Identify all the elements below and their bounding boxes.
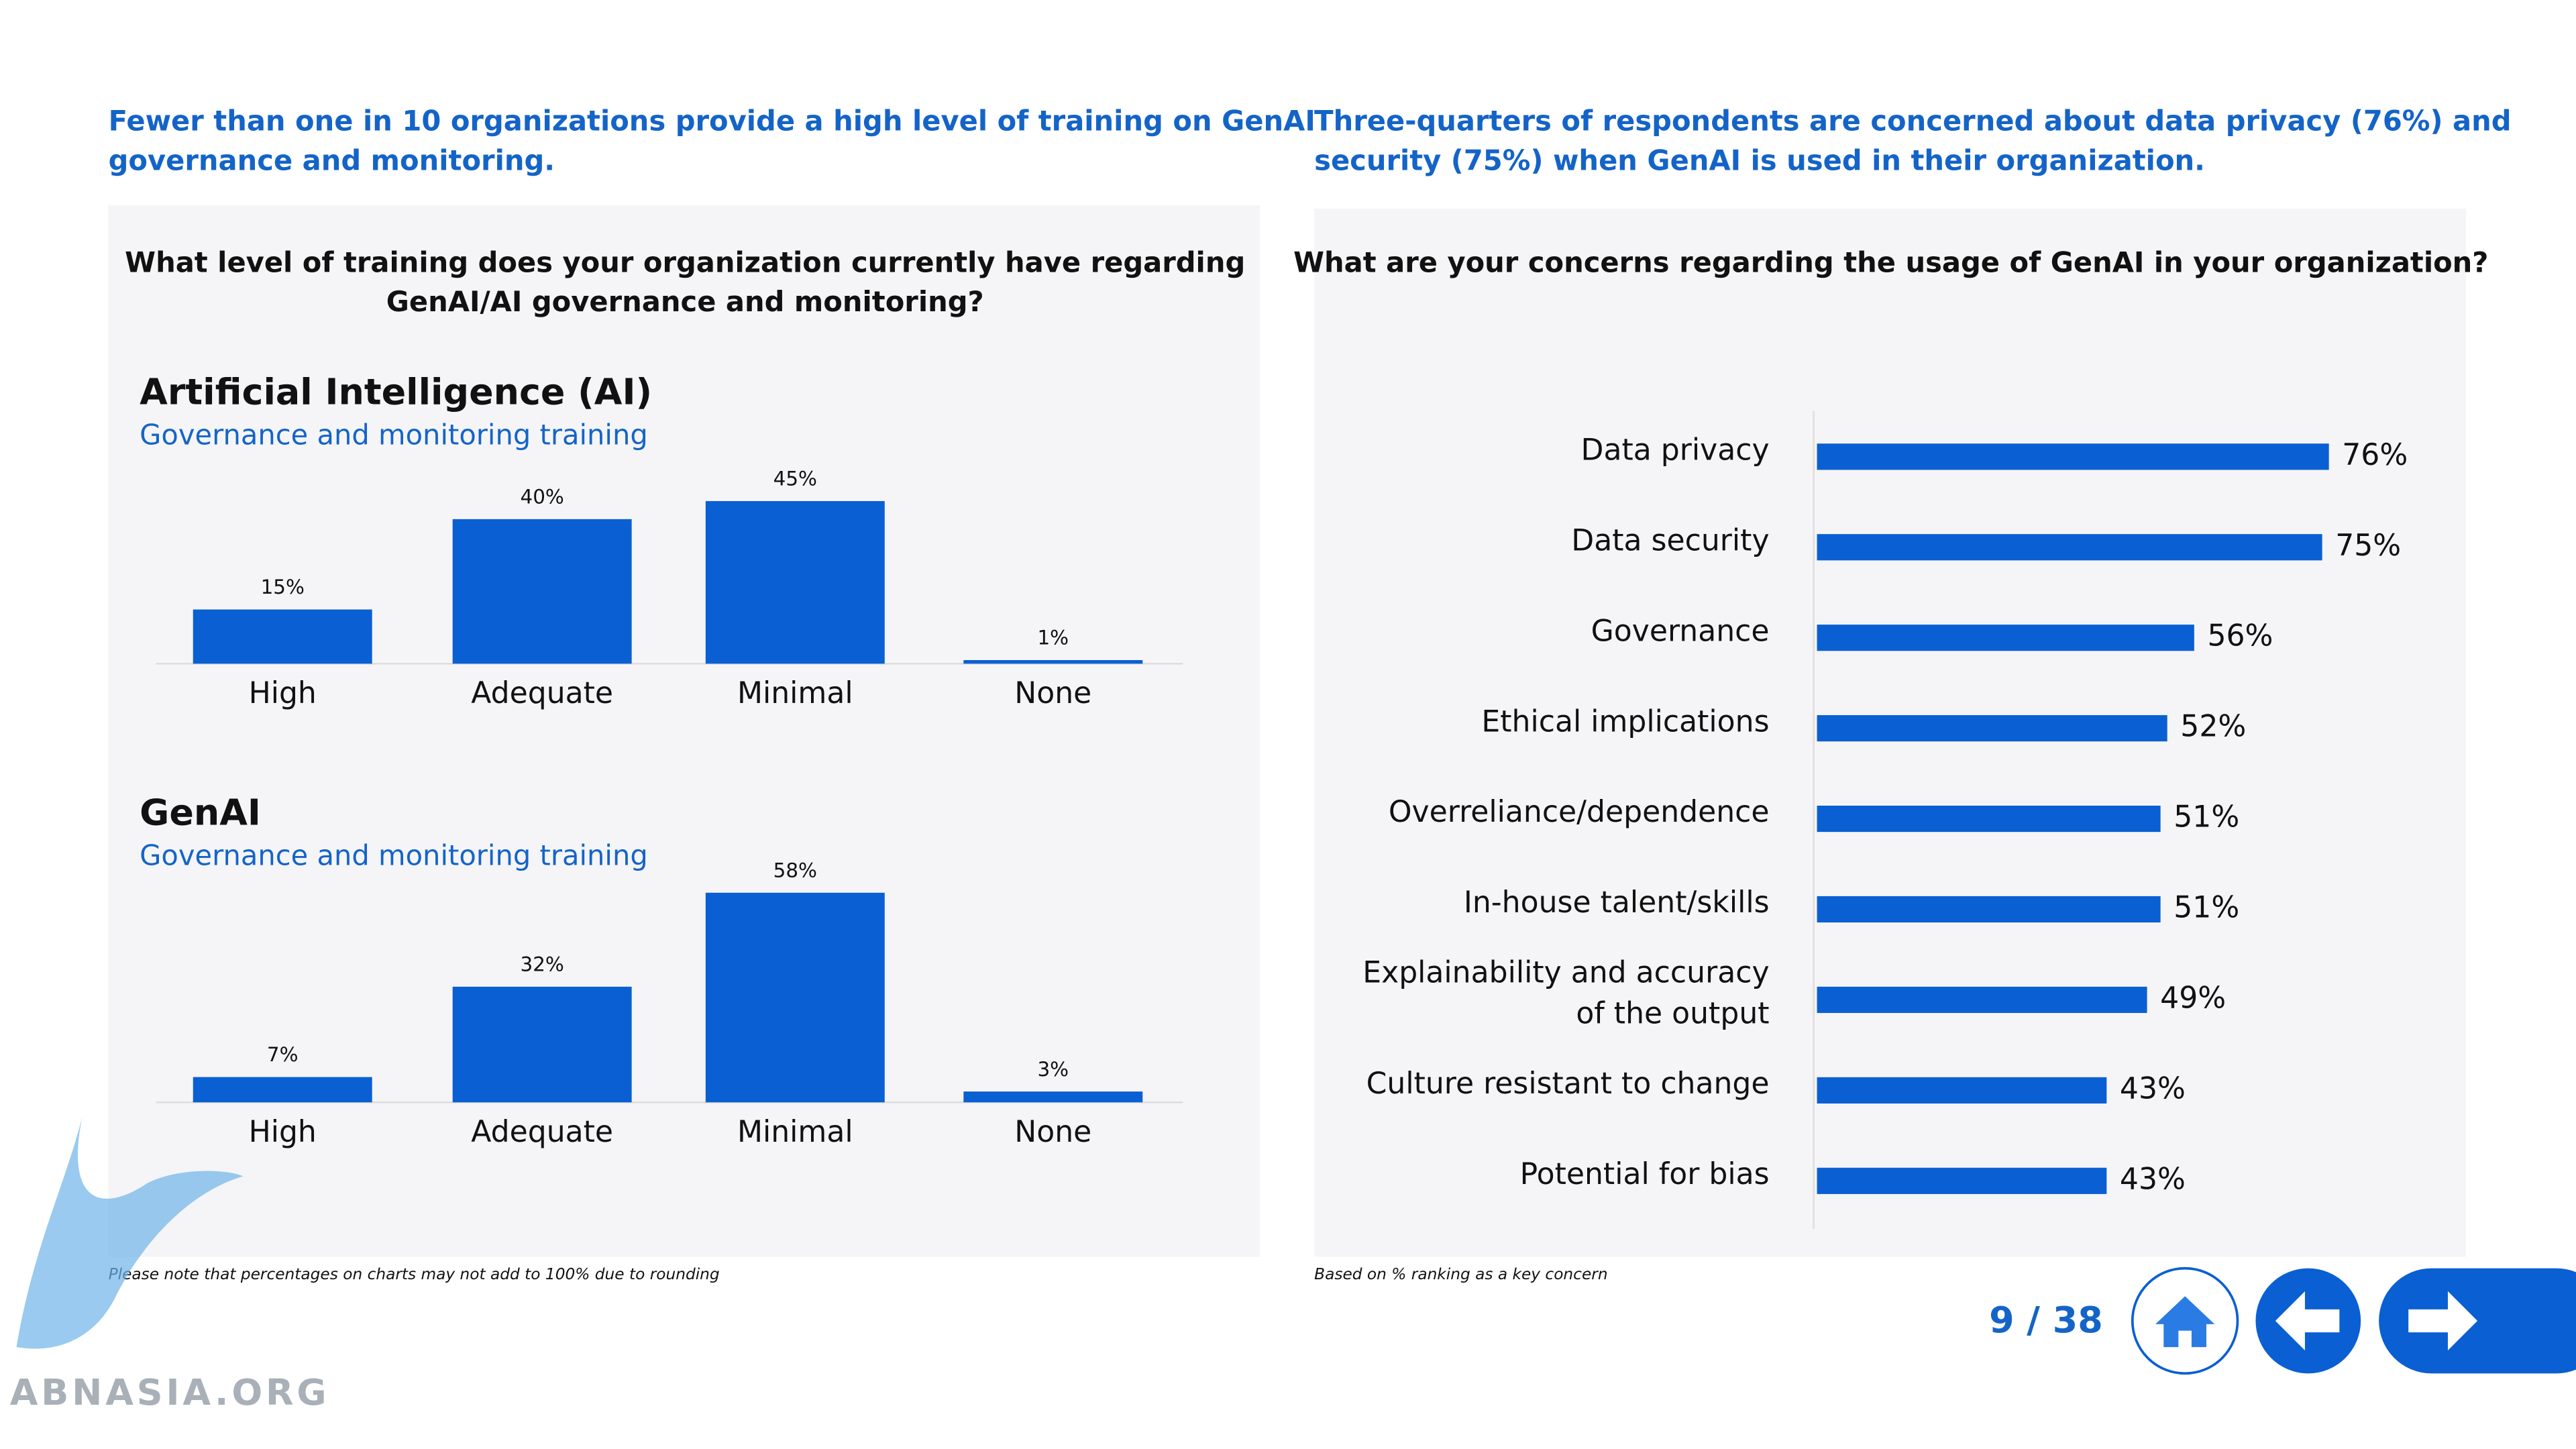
page-number: 9 / 38 bbox=[1989, 1299, 2103, 1341]
category-label: None bbox=[1014, 1115, 1091, 1149]
watermark: ABNASIA.ORG bbox=[10, 1371, 330, 1413]
category-label: Governance bbox=[1591, 614, 1770, 648]
value-label: 7% bbox=[267, 1043, 299, 1066]
watermark-logo bbox=[16, 1117, 244, 1349]
value-label: 15% bbox=[261, 576, 305, 598]
value-label: 32% bbox=[521, 953, 564, 976]
bar bbox=[963, 1091, 1143, 1103]
category-label: Adequate bbox=[471, 1115, 613, 1149]
bar bbox=[705, 892, 885, 1103]
left-headline: Fewer than one in 10 organizations provi… bbox=[109, 105, 1316, 177]
bar bbox=[705, 500, 885, 664]
value-label: 3% bbox=[1037, 1058, 1069, 1081]
value-label: 43% bbox=[2120, 1162, 2186, 1196]
category-label: In-house talent/skills bbox=[1464, 885, 1770, 920]
chart-title: GenAI bbox=[140, 791, 261, 833]
value-label: 52% bbox=[2180, 710, 2246, 744]
category-label: Ethical implications bbox=[1481, 704, 1769, 739]
category-label: Explainability and accuracy of the output bbox=[1362, 955, 1769, 1030]
value-label: 1% bbox=[1037, 627, 1069, 649]
value-label: 43% bbox=[2120, 1071, 2186, 1106]
bar bbox=[1817, 986, 2147, 1014]
category-label: Data privacy bbox=[1581, 433, 1770, 467]
left-note: Please note that percentages on charts m… bbox=[109, 1265, 720, 1283]
value-label: 51% bbox=[2174, 891, 2239, 925]
bar bbox=[1817, 1077, 2107, 1104]
bar bbox=[193, 609, 372, 664]
value-label: 56% bbox=[2207, 619, 2273, 653]
category-label: Potential for bias bbox=[1520, 1157, 1770, 1191]
value-label: 45% bbox=[773, 468, 817, 490]
category-label: Overreliance/dependence bbox=[1389, 795, 1770, 829]
right-headline: Three-quarters of respondents are concer… bbox=[1314, 105, 2511, 177]
bar bbox=[1817, 715, 2167, 742]
value-label: 40% bbox=[521, 486, 564, 508]
back-button[interactable] bbox=[2255, 1268, 2361, 1374]
value-label: 75% bbox=[2335, 529, 2401, 563]
bar bbox=[1817, 805, 2161, 833]
category-label: High bbox=[249, 676, 317, 710]
chart-subtitle: Governance and monitoring training bbox=[140, 839, 648, 871]
bar bbox=[1817, 443, 2329, 470]
category-label: Culture resistant to change bbox=[1366, 1067, 1770, 1101]
home-button[interactable] bbox=[2131, 1267, 2239, 1375]
value-label: 76% bbox=[2342, 438, 2408, 472]
category-label: High bbox=[249, 1115, 317, 1149]
right-note: Based on % ranking as a key concern bbox=[1314, 1265, 1607, 1283]
bar bbox=[193, 1077, 372, 1103]
value-label: 51% bbox=[2174, 800, 2239, 835]
value-label: 58% bbox=[773, 859, 817, 881]
category-label: Minimal bbox=[737, 676, 853, 710]
bar bbox=[452, 986, 632, 1103]
category-label: None bbox=[1014, 676, 1091, 710]
category-label: Minimal bbox=[737, 1115, 853, 1149]
category-label: Data security bbox=[1571, 523, 1769, 557]
bar bbox=[1817, 534, 2322, 561]
bar bbox=[1817, 1167, 2107, 1194]
chart-title: What are your concerns regarding the usa… bbox=[1293, 246, 2488, 278]
value-label: 49% bbox=[2160, 981, 2226, 1015]
bar bbox=[1817, 625, 2194, 651]
bar bbox=[452, 519, 632, 664]
category-label: Adequate bbox=[471, 676, 613, 710]
bar bbox=[1817, 896, 2161, 923]
bar bbox=[963, 660, 1143, 664]
next-button[interactable] bbox=[2379, 1268, 2576, 1374]
chart-subtitle: Governance and monitoring training bbox=[140, 418, 648, 451]
left-question: What level of training does your organiz… bbox=[125, 246, 1245, 318]
chart-title: Artificial Intelligence (AI) bbox=[140, 370, 652, 413]
